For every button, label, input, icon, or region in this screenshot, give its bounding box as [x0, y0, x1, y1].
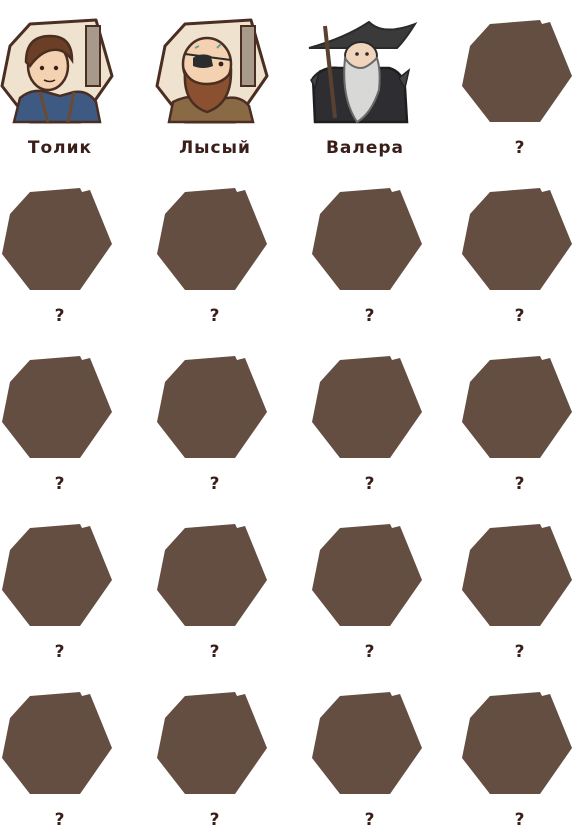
character-card[interactable]: Валера: [305, 18, 425, 168]
character-card[interactable]: ?: [0, 522, 120, 672]
character-name: ?: [514, 642, 526, 662]
character-card[interactable]: ?: [0, 690, 120, 840]
bald-eyepatch-portrait-icon: [155, 18, 275, 136]
character-name: ?: [209, 642, 221, 662]
locked-portrait-icon: [460, 186, 573, 304]
character-name: ?: [364, 306, 376, 326]
wizard-portrait-icon: [305, 18, 425, 136]
character-name: ?: [54, 306, 66, 326]
locked-portrait-icon: [310, 354, 430, 472]
character-card[interactable]: ?: [310, 522, 430, 672]
character-name: Толик: [27, 138, 93, 158]
character-card[interactable]: ?: [310, 690, 430, 840]
character-card[interactable]: ?: [0, 354, 120, 504]
character-name: ?: [514, 306, 526, 326]
character-name: ?: [364, 642, 376, 662]
character-card[interactable]: ?: [460, 522, 573, 672]
character-name: Лысый: [179, 138, 251, 158]
character-name: ?: [54, 642, 66, 662]
character-name: ?: [514, 138, 526, 158]
character-name: ?: [209, 810, 221, 830]
character-name: ?: [514, 474, 526, 494]
character-name: ?: [54, 474, 66, 494]
character-card[interactable]: ?: [155, 690, 275, 840]
locked-portrait-icon: [0, 690, 120, 808]
locked-portrait-icon: [155, 354, 275, 472]
locked-portrait-icon: [155, 522, 275, 640]
character-name: ?: [364, 810, 376, 830]
character-card[interactable]: ?: [0, 186, 120, 336]
locked-portrait-icon: [310, 186, 430, 304]
character-card[interactable]: ?: [155, 354, 275, 504]
locked-portrait-icon: [310, 522, 430, 640]
young-man-portrait-icon: [0, 18, 120, 136]
character-name: Валера: [325, 138, 405, 158]
character-card[interactable]: Лысый: [155, 18, 275, 168]
locked-portrait-icon: [460, 690, 573, 808]
locked-portrait-icon: [310, 690, 430, 808]
character-card[interactable]: ?: [460, 354, 573, 504]
locked-portrait-icon: [0, 522, 120, 640]
character-card[interactable]: Толик: [0, 18, 120, 168]
character-card[interactable]: ?: [310, 186, 430, 336]
character-name: ?: [209, 306, 221, 326]
character-card[interactable]: ?: [155, 186, 275, 336]
character-card[interactable]: ?: [460, 690, 573, 840]
locked-portrait-icon: [460, 354, 573, 472]
character-name: ?: [364, 474, 376, 494]
character-name: ?: [209, 474, 221, 494]
character-card[interactable]: ?: [310, 354, 430, 504]
locked-portrait-icon: [460, 18, 573, 136]
character-card[interactable]: ?: [460, 18, 573, 168]
locked-portrait-icon: [155, 186, 275, 304]
locked-portrait-icon: [0, 186, 120, 304]
character-card[interactable]: ?: [460, 186, 573, 336]
locked-portrait-icon: [0, 354, 120, 472]
character-name: ?: [54, 810, 66, 830]
locked-portrait-icon: [460, 522, 573, 640]
character-card[interactable]: ?: [155, 522, 275, 672]
character-name: ?: [514, 810, 526, 830]
locked-portrait-icon: [155, 690, 275, 808]
